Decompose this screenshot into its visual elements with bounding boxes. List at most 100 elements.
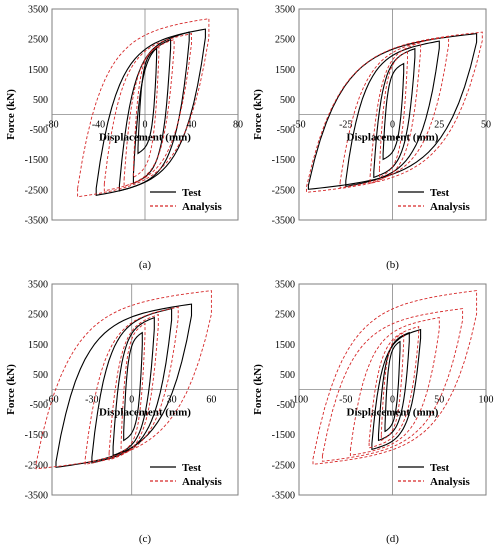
y-tick-label: -500 <box>277 125 295 136</box>
x-axis-label: Displacement (mm) <box>99 407 191 419</box>
hysteresis-loop-2 <box>368 326 420 449</box>
x-tick-label: 60 <box>206 395 216 406</box>
hysteresis-loop-1 <box>382 62 405 161</box>
hysteresis-loop-2 <box>377 331 410 442</box>
x-tick-label: -50 <box>339 395 352 406</box>
panel-label: (b) <box>386 259 399 271</box>
hysteresis-loop-3 <box>118 31 190 192</box>
series-test <box>55 303 193 468</box>
hysteresis-loop-4 <box>321 308 464 462</box>
x-axis-label: Displacement (mm) <box>347 407 439 419</box>
x-tick-label: -40 <box>92 120 105 131</box>
legend-entry-analysis: Analysis <box>430 476 470 488</box>
hysteresis-loop-2 <box>108 313 159 461</box>
series-test <box>95 28 206 196</box>
legend-entry-analysis: Analysis <box>182 201 222 213</box>
hysteresis-loop-4 <box>55 303 193 468</box>
y-tick-label: -500 <box>277 400 295 411</box>
legend: Test Analysis <box>150 187 222 213</box>
hysteresis-loop-4 <box>77 18 210 198</box>
x-tick-label: 40 <box>187 120 197 131</box>
y-tick-label: 2500 <box>275 310 295 321</box>
hysteresis-loop-3 <box>371 328 422 451</box>
y-tick-label: 500 <box>33 370 48 381</box>
hysteresis-loop-1 <box>123 331 143 442</box>
y-tick-label: -2500 <box>25 460 48 471</box>
hysteresis-loop-3 <box>339 36 450 189</box>
y-axis-label: Force (kN) <box>5 89 17 140</box>
hysteresis-loop-5 <box>312 290 478 465</box>
x-tick-label: 0 <box>129 395 134 406</box>
y-tick-label: -2500 <box>25 185 48 196</box>
x-tick-label: -25 <box>339 120 352 131</box>
legend: Test Analysis <box>398 462 470 488</box>
hysteresis-loop-1 <box>120 322 146 454</box>
hysteresis-loop-2 <box>373 47 416 179</box>
x-tick-label: 100 <box>479 395 494 406</box>
hysteresis-loop-4 <box>95 28 206 196</box>
series-analysis <box>77 18 210 198</box>
x-tick-label: 0 <box>390 395 395 406</box>
y-tick-label: 2500 <box>275 35 295 46</box>
y-tick-label: 1500 <box>275 340 295 351</box>
legend-entry-test: Test <box>430 462 449 474</box>
y-tick-label: 3500 <box>275 280 295 291</box>
y-tick-label: 500 <box>280 370 295 381</box>
panel-label: (c) <box>139 533 152 545</box>
chart-panel-1: -3500 -2500 -1500 -500 500 1500 2500 3500 -80 -40… <box>5 5 243 272</box>
x-tick-label: -80 <box>45 120 58 131</box>
x-tick-label: -50 <box>292 120 305 131</box>
y-tick-label: 3500 <box>28 280 48 291</box>
hysteresis-loop-3 <box>103 33 192 192</box>
y-tick-label: -500 <box>30 400 48 411</box>
hysteresis-loop-3 <box>349 317 440 456</box>
y-tick-label: 500 <box>280 95 295 106</box>
x-tick-label: 0 <box>390 120 395 131</box>
panel-label: (a) <box>139 259 152 271</box>
y-tick-label: 500 <box>33 95 48 106</box>
y-axis-label: Force (kN) <box>252 89 264 140</box>
y-tick-label: -500 <box>30 125 48 136</box>
y-tick-label: 1500 <box>28 340 48 351</box>
series-analysis <box>35 290 212 470</box>
legend-entry-test: Test <box>182 462 201 474</box>
hysteresis-loop-1 <box>384 340 401 433</box>
series-test <box>307 32 478 190</box>
y-tick-label: 2500 <box>28 310 48 321</box>
y-tick-label: -1500 <box>272 155 295 166</box>
x-tick-label: 0 <box>143 120 148 131</box>
panel-label: (d) <box>386 533 399 545</box>
hysteresis-loop-1 <box>380 331 405 442</box>
hysteresis-loop-4 <box>306 31 483 193</box>
y-tick-label: -2500 <box>272 185 295 196</box>
y-axis-label: Force (kN) <box>252 364 264 415</box>
legend-entry-test: Test <box>430 187 449 199</box>
y-tick-label: -1500 <box>272 430 295 441</box>
legend: Test Analysis <box>398 187 470 213</box>
legend-entry-analysis: Analysis <box>430 201 470 213</box>
y-tick-label: 1500 <box>275 65 295 76</box>
series-analysis <box>306 31 483 193</box>
y-tick-label: 2500 <box>28 35 48 46</box>
hysteresis-loop-2 <box>132 38 172 185</box>
x-tick-label: 25 <box>434 120 444 131</box>
hysteresis-loop-2 <box>369 41 422 185</box>
y-tick-label: -3500 <box>25 491 48 502</box>
y-axis-label: Force (kN) <box>5 364 17 415</box>
x-tick-label: -30 <box>85 395 98 406</box>
x-tick-label: 30 <box>167 395 177 406</box>
hysteresis-loop-3 <box>84 306 179 465</box>
y-tick-label: -1500 <box>25 155 48 166</box>
y-tick-label: -2500 <box>272 460 295 471</box>
y-tick-label: -3500 <box>272 216 295 227</box>
y-tick-label: 3500 <box>28 5 48 16</box>
legend-entry-analysis: Analysis <box>182 476 222 488</box>
legend-entry-test: Test <box>182 187 201 199</box>
series-analysis <box>312 290 478 465</box>
y-tick-label: -3500 <box>25 216 48 227</box>
hysteresis-loop-1 <box>137 47 158 155</box>
